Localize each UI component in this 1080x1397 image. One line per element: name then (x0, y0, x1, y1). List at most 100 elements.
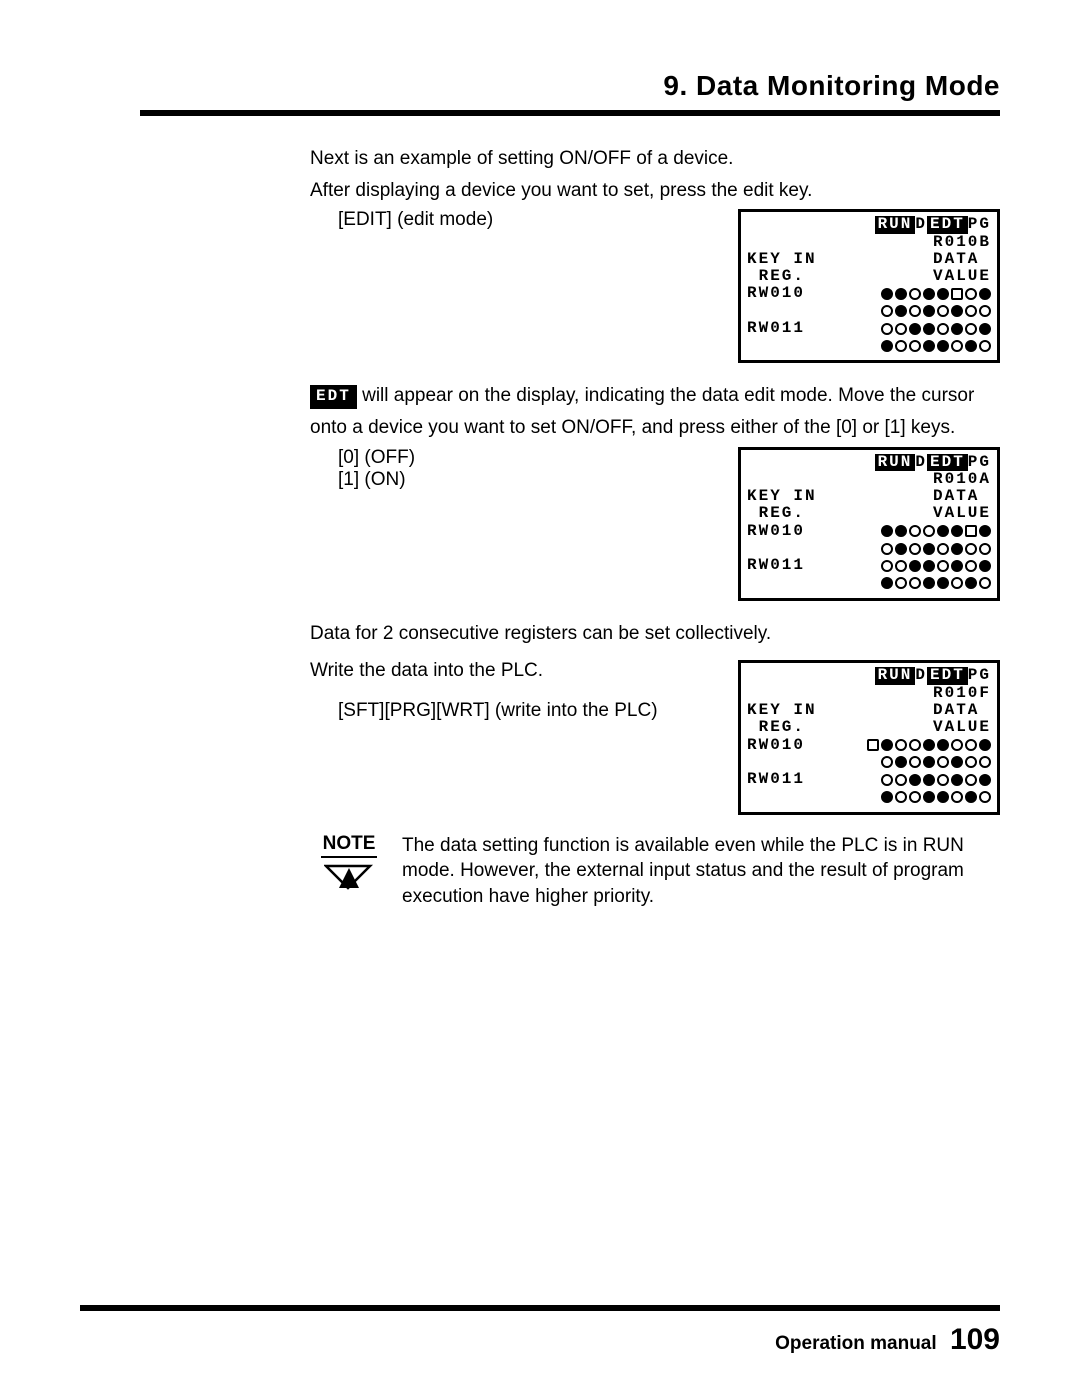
bit-on-icon (979, 739, 991, 751)
status-pg: PG (968, 666, 991, 684)
lcd-header-2: REG.VALUE (747, 268, 991, 285)
edt-explain-a: will appear on the display, indicating t… (357, 385, 975, 406)
bit-off-icon (909, 739, 921, 751)
bit-on-icon (937, 288, 949, 300)
edt-chip-icon: EDT (310, 385, 357, 409)
bit-on-icon (909, 560, 921, 572)
lcd-status-line: RUNDEDTPG (747, 667, 991, 684)
bit-on-icon (881, 340, 893, 352)
warning-icon (310, 864, 388, 890)
bit-on-icon (881, 739, 893, 751)
status-run: RUN (875, 216, 916, 233)
edt-explain-b: onto a device you want to set ON/OFF, an… (310, 415, 1000, 441)
bit-off-icon (965, 774, 977, 786)
bit-off-icon (923, 525, 935, 537)
bit-on-icon (923, 340, 935, 352)
bit-on-icon (951, 543, 963, 555)
bit-on-icon (951, 525, 963, 537)
bit-off-icon (937, 774, 949, 786)
lcd-status-line: RUNDEDTPG (747, 454, 991, 471)
bit-on-icon (937, 577, 949, 589)
lcd-reg-row: RW010 (747, 737, 991, 754)
status-run: RUN (875, 454, 916, 471)
note-left: NOTE (310, 833, 388, 890)
bit-on-icon (881, 288, 893, 300)
bit-off-icon (965, 525, 977, 537)
bit-off-icon (881, 756, 893, 768)
chapter-title: 9. Data Monitoring Mode (140, 70, 1000, 102)
bit-on-icon (923, 577, 935, 589)
bit-on-icon (895, 756, 907, 768)
bit-on-icon (923, 288, 935, 300)
intro-line-1: Next is an example of setting ON/OFF of … (310, 146, 1000, 172)
bit-on-icon (979, 323, 991, 335)
row-edit: [EDIT] (edit mode) RUNDEDTPGR010BKEY IND… (310, 209, 1000, 363)
bit-on-icon (951, 756, 963, 768)
bit-off-icon (909, 525, 921, 537)
bit-off-icon (937, 305, 949, 317)
bit-off-icon (937, 543, 949, 555)
status-d: D (915, 215, 927, 233)
note-text: The data setting function is available e… (402, 833, 1000, 910)
bit-off-icon (909, 340, 921, 352)
bit-off-icon (951, 577, 963, 589)
bit-off-icon (979, 577, 991, 589)
lcd-reg-row: RW010 (747, 523, 991, 540)
lcd-status-line: RUNDEDTPG (747, 216, 991, 233)
bit-on-icon (881, 577, 893, 589)
bit-off-icon (895, 739, 907, 751)
lcd-reg-row (747, 337, 991, 354)
bit-on-icon (979, 560, 991, 572)
intro-line-2: After displaying a device you want to se… (310, 178, 1000, 204)
header-rule (140, 110, 1000, 116)
bit-off-icon (895, 577, 907, 589)
lcd-header-1: KEY INDATA (747, 702, 991, 719)
bit-on-icon (923, 323, 935, 335)
lcd-reg-row (747, 754, 991, 771)
reg-label: RW011 (747, 771, 805, 788)
bit-off-icon (965, 323, 977, 335)
bit-off-icon (895, 323, 907, 335)
bit-off-icon (881, 305, 893, 317)
edt-explain: EDT will appear on the display, indicati… (310, 383, 1000, 409)
note-label: NOTE (321, 833, 378, 858)
bit-off-icon (909, 288, 921, 300)
bit-on-icon (965, 340, 977, 352)
reg-label: RW011 (747, 320, 805, 337)
bit-on-icon (923, 774, 935, 786)
bit-off-icon (965, 288, 977, 300)
bit-on-icon (937, 525, 949, 537)
page-content: Next is an example of setting ON/OFF of … (310, 146, 1000, 910)
footer: Operation manual 109 (775, 1323, 1000, 1357)
bit-off-icon (895, 560, 907, 572)
bit-off-icon (895, 791, 907, 803)
bit-on-icon (923, 560, 935, 572)
bit-on-icon (937, 791, 949, 803)
status-d: D (915, 666, 927, 684)
write-line-1: Write the data into the PLC. (310, 660, 738, 682)
lcd-panel-1: RUNDEDTPGR010BKEY INDATA REG.VALUERW010 … (738, 209, 1000, 363)
lcd-header-2: REG.VALUE (747, 719, 991, 736)
bit-off-icon (979, 340, 991, 352)
lcd-header-1: KEY INDATA (747, 251, 991, 268)
bit-off-icon (937, 756, 949, 768)
reg-label: RW010 (747, 285, 805, 302)
bit-off-icon (965, 543, 977, 555)
reg-label: RW010 (747, 523, 805, 540)
key-1: [1] (ON) (338, 469, 738, 491)
lcd-reg-row: RW011 (747, 771, 991, 788)
footer-rule (80, 1305, 1000, 1311)
bit-on-icon (895, 305, 907, 317)
reg-label: RW011 (747, 557, 805, 574)
lcd-address: R010B (747, 234, 991, 251)
status-edt: EDT (927, 454, 968, 471)
bit-off-icon (965, 756, 977, 768)
lcd-reg-row: RW011 (747, 320, 991, 337)
bit-on-icon (951, 774, 963, 786)
lcd-panel-3: RUNDEDTPGR010FKEY INDATA REG.VALUERW010 … (738, 660, 1000, 814)
bit-on-icon (965, 577, 977, 589)
bit-off-icon (895, 774, 907, 786)
bit-on-icon (965, 791, 977, 803)
status-d: D (915, 453, 927, 471)
bit-off-icon (881, 323, 893, 335)
